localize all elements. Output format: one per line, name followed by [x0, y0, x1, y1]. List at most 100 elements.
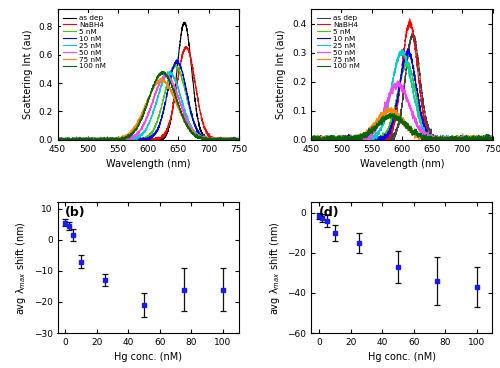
as dep [396, 116, 402, 120]
100 nM [308, 137, 314, 141]
as dep [182, 20, 188, 24]
75 nM [198, 134, 203, 138]
75 nM [216, 139, 222, 144]
NaBH4 [198, 111, 203, 115]
10 nM [230, 139, 236, 144]
25 nM [138, 133, 144, 137]
100 nM [318, 137, 324, 141]
5 nM [230, 136, 236, 141]
5 nM [142, 135, 148, 139]
as dep [64, 138, 70, 142]
5 nM [308, 138, 314, 142]
100 nM [236, 138, 242, 142]
100 nM [484, 141, 490, 146]
75 nM [490, 138, 496, 142]
25 nM [396, 50, 402, 54]
25 nM [466, 142, 471, 146]
50 nM [484, 138, 490, 142]
X-axis label: Hg conc. (nM): Hg conc. (nM) [114, 353, 182, 362]
NaBH4 [396, 89, 402, 93]
10 nM [490, 137, 496, 142]
Line: as dep: as dep [311, 33, 492, 145]
10 nM [451, 141, 457, 146]
5 nM [138, 135, 144, 140]
NaBH4 [230, 139, 236, 143]
10 nM [451, 135, 457, 139]
10 nM [230, 138, 236, 142]
100 nM [392, 118, 398, 122]
75 nM [477, 141, 483, 146]
75 nM [158, 77, 164, 81]
5 nM [54, 138, 60, 142]
as dep [484, 138, 490, 142]
50 nM [396, 82, 402, 87]
as dep [78, 139, 84, 144]
100 nM [484, 136, 490, 140]
10 nM [404, 47, 410, 51]
10 nM [64, 138, 70, 142]
100 nM [469, 142, 475, 146]
5 nM [396, 83, 402, 87]
100 nM [198, 135, 203, 139]
Text: (a): (a) [65, 13, 85, 26]
as dep [236, 138, 242, 142]
Line: 5 nM: 5 nM [311, 60, 492, 144]
50 nM [198, 136, 203, 141]
50 nM [230, 138, 236, 142]
10 nM [484, 137, 490, 141]
NaBH4 [484, 140, 490, 145]
Y-axis label: avg λ$_{max}$ shift (nm): avg λ$_{max}$ shift (nm) [14, 221, 28, 315]
Line: 25 nM: 25 nM [311, 49, 492, 144]
NaBH4 [236, 138, 242, 142]
5 nM [318, 137, 324, 141]
25 nM [167, 70, 173, 74]
NaBH4 [318, 138, 324, 143]
Line: as dep: as dep [58, 22, 239, 142]
50 nM [490, 136, 496, 140]
50 nM [478, 142, 484, 147]
100 nM [142, 106, 148, 110]
NaBH4 [64, 137, 70, 141]
Text: (d): (d) [318, 206, 339, 219]
10 nM [392, 110, 398, 115]
5 nM [484, 140, 490, 144]
25 nM [198, 135, 203, 140]
NaBH4 [308, 137, 314, 141]
Legend: as dep, NaBH4, 5 nM, 10 nM, 25 nM, 50 nM, 75 nM, 100 nM: as dep, NaBH4, 5 nM, 10 nM, 25 nM, 50 nM… [315, 13, 362, 72]
Line: 100 nM: 100 nM [311, 113, 492, 144]
as dep [392, 132, 398, 137]
50 nM [394, 79, 400, 83]
NaBH4 [490, 136, 496, 141]
Line: 25 nM: 25 nM [58, 72, 239, 142]
50 nM [64, 137, 70, 141]
10 nM [318, 137, 324, 141]
Line: 5 nM: 5 nM [58, 64, 239, 142]
Line: NaBH4: NaBH4 [58, 47, 239, 142]
Line: NaBH4: NaBH4 [311, 19, 492, 144]
Line: 10 nM: 10 nM [58, 60, 239, 142]
Y-axis label: avg λ$_{max}$ shift (nm): avg λ$_{max}$ shift (nm) [268, 221, 282, 315]
75 nM [230, 138, 236, 142]
Line: 100 nM: 100 nM [58, 71, 239, 142]
100 nM [490, 138, 496, 142]
NaBH4 [125, 140, 131, 144]
25 nM [64, 137, 70, 141]
5 nM [236, 137, 242, 141]
75 nM [138, 114, 144, 118]
5 nM [322, 142, 328, 146]
25 nM [484, 138, 490, 143]
75 nM [396, 116, 402, 120]
5 nM [451, 137, 457, 141]
as dep [484, 139, 490, 144]
10 nM [308, 137, 314, 141]
25 nM [399, 47, 405, 52]
NaBH4 [142, 139, 148, 143]
X-axis label: Wavelength (nm): Wavelength (nm) [106, 159, 190, 169]
5 nM [230, 136, 236, 140]
100 nM [54, 136, 60, 140]
Legend: as dep, NaBH4, 5 nM, 10 nM, 25 nM, 50 nM, 75 nM, 100 nM: as dep, NaBH4, 5 nM, 10 nM, 25 nM, 50 nM… [61, 13, 108, 72]
10 nM [484, 137, 490, 141]
Line: 75 nM: 75 nM [311, 108, 492, 144]
25 nM [54, 137, 60, 141]
10 nM [174, 57, 180, 62]
